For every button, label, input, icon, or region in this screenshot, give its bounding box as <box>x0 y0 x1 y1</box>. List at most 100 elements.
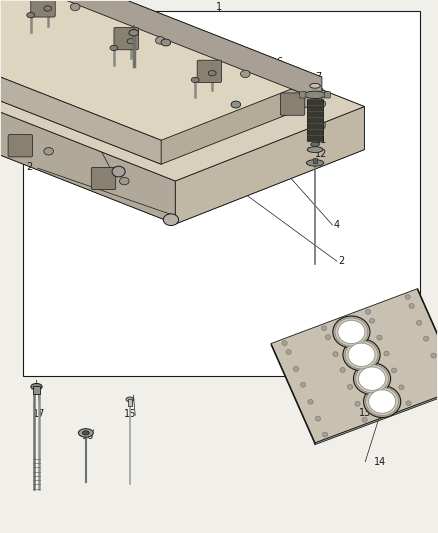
Ellipse shape <box>240 70 250 78</box>
Ellipse shape <box>325 335 331 340</box>
Text: 17: 17 <box>32 409 45 419</box>
Ellipse shape <box>112 166 125 177</box>
Text: 2: 2 <box>26 161 32 172</box>
Ellipse shape <box>163 214 179 225</box>
Ellipse shape <box>27 12 35 18</box>
Text: 11: 11 <box>315 135 327 145</box>
Ellipse shape <box>335 318 368 346</box>
FancyBboxPatch shape <box>8 135 32 157</box>
Ellipse shape <box>348 343 375 367</box>
Ellipse shape <box>347 384 353 389</box>
Ellipse shape <box>359 367 385 390</box>
Ellipse shape <box>384 351 389 356</box>
Ellipse shape <box>315 416 321 421</box>
FancyBboxPatch shape <box>128 399 132 406</box>
Polygon shape <box>0 0 364 150</box>
Ellipse shape <box>191 77 199 83</box>
Text: 4: 4 <box>333 220 339 230</box>
Text: 15: 15 <box>124 409 136 419</box>
Polygon shape <box>0 0 322 164</box>
Text: 7: 7 <box>315 72 321 82</box>
Polygon shape <box>0 0 322 101</box>
Ellipse shape <box>310 84 320 88</box>
Text: 8: 8 <box>315 90 321 100</box>
FancyBboxPatch shape <box>114 28 138 50</box>
Bar <box>22 11 420 376</box>
Ellipse shape <box>161 39 171 46</box>
FancyBboxPatch shape <box>280 93 305 115</box>
Text: 9: 9 <box>315 107 321 117</box>
Polygon shape <box>0 17 175 224</box>
Ellipse shape <box>369 390 396 413</box>
Ellipse shape <box>338 320 365 344</box>
Ellipse shape <box>129 29 138 36</box>
Ellipse shape <box>369 318 374 323</box>
Text: 13: 13 <box>359 408 371 418</box>
Ellipse shape <box>82 431 89 435</box>
FancyBboxPatch shape <box>33 385 40 394</box>
Ellipse shape <box>44 6 52 11</box>
Ellipse shape <box>365 309 371 314</box>
Ellipse shape <box>208 70 216 76</box>
Ellipse shape <box>282 341 287 345</box>
Ellipse shape <box>126 397 134 402</box>
Ellipse shape <box>345 341 378 369</box>
Ellipse shape <box>340 368 345 373</box>
FancyBboxPatch shape <box>197 60 222 83</box>
Ellipse shape <box>377 335 382 340</box>
Ellipse shape <box>293 367 299 372</box>
Ellipse shape <box>31 383 42 390</box>
Ellipse shape <box>409 303 414 308</box>
FancyBboxPatch shape <box>324 92 330 98</box>
Ellipse shape <box>155 37 165 44</box>
Ellipse shape <box>355 401 360 406</box>
Polygon shape <box>271 288 438 443</box>
Polygon shape <box>0 0 364 181</box>
FancyBboxPatch shape <box>307 99 323 141</box>
FancyBboxPatch shape <box>300 92 306 98</box>
Ellipse shape <box>316 100 326 107</box>
Ellipse shape <box>353 363 391 394</box>
Ellipse shape <box>306 160 324 166</box>
Text: 2: 2 <box>338 256 344 266</box>
FancyBboxPatch shape <box>313 158 317 163</box>
Text: 14: 14 <box>374 457 386 466</box>
Ellipse shape <box>364 385 401 417</box>
Ellipse shape <box>431 353 436 358</box>
Text: 6: 6 <box>277 57 283 67</box>
Text: 3: 3 <box>78 124 85 134</box>
Ellipse shape <box>300 383 306 387</box>
Ellipse shape <box>343 339 380 371</box>
Ellipse shape <box>78 429 93 437</box>
Text: 1: 1 <box>216 2 222 12</box>
Polygon shape <box>175 107 364 224</box>
Text: 5: 5 <box>175 88 182 98</box>
Text: 16: 16 <box>81 431 94 441</box>
Ellipse shape <box>366 387 399 416</box>
Ellipse shape <box>333 352 338 357</box>
Ellipse shape <box>399 385 404 390</box>
Ellipse shape <box>44 148 53 155</box>
Polygon shape <box>0 0 161 164</box>
Ellipse shape <box>231 101 240 108</box>
Ellipse shape <box>110 45 118 51</box>
Text: 10: 10 <box>315 121 327 131</box>
Ellipse shape <box>333 316 370 348</box>
Ellipse shape <box>308 399 313 404</box>
Ellipse shape <box>321 326 327 330</box>
Polygon shape <box>315 388 438 445</box>
Ellipse shape <box>127 38 135 44</box>
FancyBboxPatch shape <box>91 167 116 190</box>
FancyBboxPatch shape <box>31 0 55 17</box>
Ellipse shape <box>322 432 328 437</box>
Ellipse shape <box>362 417 367 422</box>
Ellipse shape <box>71 3 80 11</box>
Ellipse shape <box>356 365 389 393</box>
Ellipse shape <box>405 295 410 300</box>
Ellipse shape <box>304 91 326 99</box>
Ellipse shape <box>417 320 422 325</box>
Polygon shape <box>0 0 322 140</box>
Text: 12: 12 <box>315 149 328 159</box>
Ellipse shape <box>286 350 291 354</box>
Polygon shape <box>0 0 364 224</box>
